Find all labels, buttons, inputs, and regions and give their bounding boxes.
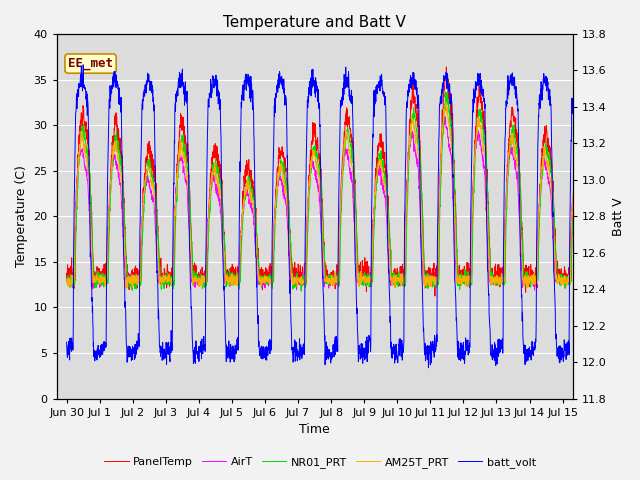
Line: NR01_PRT: NR01_PRT <box>67 93 579 291</box>
Legend: PanelTemp, AirT, NR01_PRT, AM25T_PRT, batt_volt: PanelTemp, AirT, NR01_PRT, AM25T_PRT, ba… <box>100 452 540 472</box>
batt_volt <box>326 354 333 360</box>
batt_volt <box>399 349 407 355</box>
NR01_PRT <box>399 281 407 287</box>
AM25T_PRT <box>122 286 130 291</box>
AirT <box>63 275 70 281</box>
NR01_PRT <box>558 280 566 286</box>
batt_volt <box>497 348 504 353</box>
NR01_PRT <box>326 277 333 283</box>
batt_volt <box>557 357 565 363</box>
AirT <box>93 273 100 279</box>
batt_volt <box>424 365 432 371</box>
AM25T_PRT <box>558 281 566 287</box>
AirT <box>399 276 407 282</box>
NR01_PRT <box>384 204 392 210</box>
AirT <box>497 277 504 283</box>
Line: AirT: AirT <box>67 117 579 290</box>
AM25T_PRT <box>575 156 583 162</box>
AirT <box>558 278 566 284</box>
PanelTemp <box>326 275 333 281</box>
PanelTemp <box>399 269 407 275</box>
AM25T_PRT <box>399 276 407 282</box>
PanelTemp <box>575 125 583 131</box>
batt_volt <box>384 219 392 225</box>
NR01_PRT <box>442 90 449 96</box>
batt_volt <box>63 339 70 345</box>
PanelTemp <box>497 266 505 272</box>
AirT <box>575 164 583 170</box>
PanelTemp <box>93 283 100 288</box>
NR01_PRT <box>298 288 305 294</box>
Line: batt_volt: batt_volt <box>67 63 579 368</box>
X-axis label: Time: Time <box>300 423 330 436</box>
PanelTemp <box>63 274 70 279</box>
batt_volt <box>573 60 581 66</box>
PanelTemp <box>442 64 450 70</box>
NR01_PRT <box>575 141 583 146</box>
batt_volt <box>575 74 583 80</box>
NR01_PRT <box>93 273 100 279</box>
AirT <box>442 114 449 120</box>
batt_volt <box>93 349 100 355</box>
NR01_PRT <box>63 279 70 285</box>
AirT <box>531 287 538 293</box>
Text: EE_met: EE_met <box>68 57 113 70</box>
PanelTemp <box>558 276 566 281</box>
AM25T_PRT <box>326 276 333 281</box>
PanelTemp <box>431 293 439 299</box>
AM25T_PRT <box>384 217 392 223</box>
AirT <box>326 278 333 284</box>
AM25T_PRT <box>63 279 70 285</box>
NR01_PRT <box>497 276 505 282</box>
Line: AM25T_PRT: AM25T_PRT <box>67 103 579 288</box>
AM25T_PRT <box>93 272 100 277</box>
PanelTemp <box>384 196 392 202</box>
AM25T_PRT <box>497 274 505 280</box>
Y-axis label: Temperature (C): Temperature (C) <box>15 165 28 267</box>
Title: Temperature and Batt V: Temperature and Batt V <box>223 15 406 30</box>
AirT <box>384 230 392 236</box>
Line: PanelTemp: PanelTemp <box>67 67 579 296</box>
Y-axis label: Batt V: Batt V <box>612 197 625 236</box>
AM25T_PRT <box>442 100 450 106</box>
